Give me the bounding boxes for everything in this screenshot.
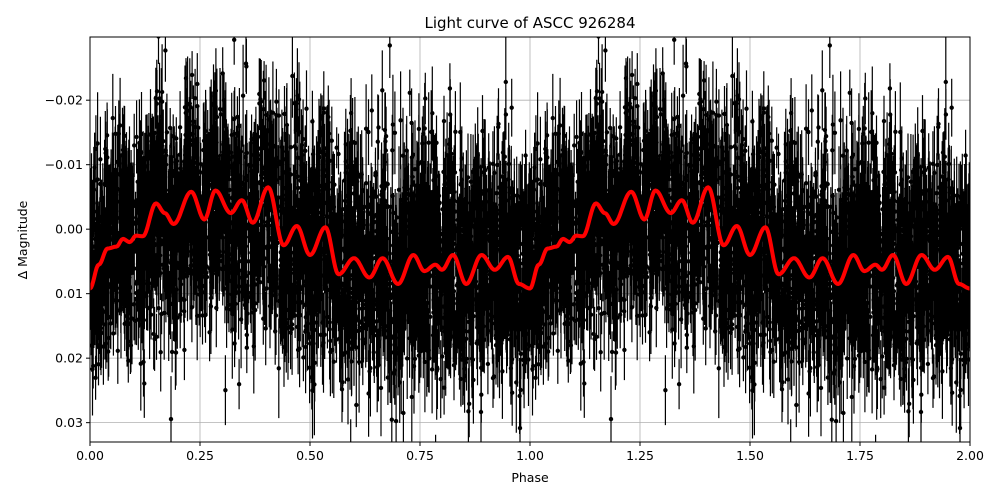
x-tick-label: 0.25	[186, 448, 214, 463]
x-tick-label: 2.00	[956, 448, 984, 463]
chart-title: Light curve of ASCC 926284	[425, 14, 636, 32]
y-tick-label: 0.00	[55, 222, 83, 237]
y-tick-label: 0.01	[55, 286, 83, 301]
y-tick-label: 0.03	[55, 415, 83, 430]
y-axis-ticks: −0.02 −0.01 0.00 0.01 0.02 0.03	[45, 93, 90, 430]
observation-points	[90, 37, 970, 442]
x-tick-label: 1.25	[626, 448, 654, 463]
model-curve	[90, 185, 970, 291]
x-tick-label: 1.75	[846, 448, 874, 463]
y-axis-label: Δ Magnitude	[15, 200, 30, 279]
x-tick-label: 0.50	[296, 448, 324, 463]
x-tick-label: 0.00	[76, 448, 104, 463]
x-tick-label: 1.50	[736, 448, 764, 463]
y-tick-label: 0.02	[55, 351, 83, 366]
x-axis-ticks: 0.00 0.25 0.50 0.75 1.00 1.25 1.50 1.75 2.00	[76, 442, 984, 463]
x-tick-label: 0.75	[406, 448, 434, 463]
y-tick-label: −0.02	[45, 93, 83, 108]
x-axis-label: Phase	[511, 470, 549, 485]
x-tick-label: 1.00	[516, 448, 544, 463]
y-tick-label: −0.01	[45, 157, 83, 172]
